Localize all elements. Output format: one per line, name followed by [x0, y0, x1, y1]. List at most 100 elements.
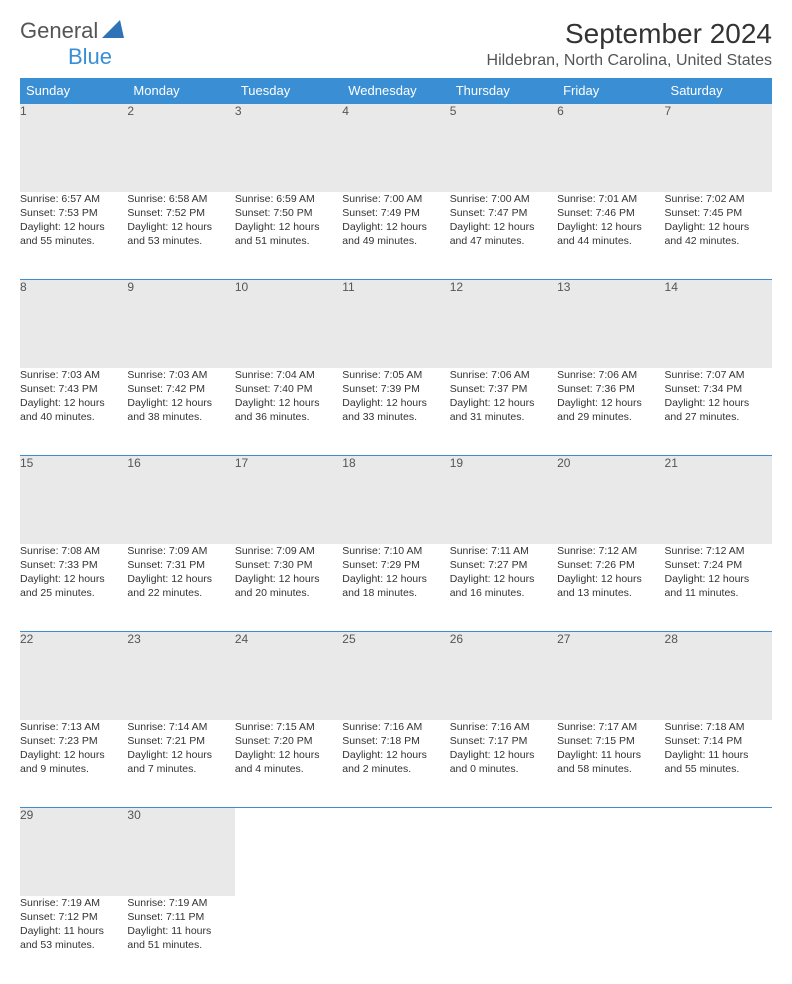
content-row: Sunrise: 7:13 AMSunset: 7:23 PMDaylight:… — [20, 720, 772, 808]
sunrise-text: Sunrise: 7:12 AM — [557, 544, 664, 558]
daylight-text-1: Daylight: 11 hours — [127, 924, 234, 938]
day-number-cell: 13 — [557, 280, 664, 368]
day-number-cell: 11 — [342, 280, 449, 368]
day-content-cell: Sunrise: 7:06 AMSunset: 7:36 PMDaylight:… — [557, 368, 664, 456]
day-content-cell: Sunrise: 7:10 AMSunset: 7:29 PMDaylight:… — [342, 544, 449, 632]
weekday-header: Tuesday — [235, 78, 342, 104]
daylight-text-2: and 40 minutes. — [20, 410, 127, 424]
daylight-text-2: and 31 minutes. — [450, 410, 557, 424]
sunset-text: Sunset: 7:29 PM — [342, 558, 449, 572]
daylight-text-2: and 58 minutes. — [557, 762, 664, 776]
sunrise-text: Sunrise: 6:58 AM — [127, 192, 234, 206]
day-content-cell: Sunrise: 7:08 AMSunset: 7:33 PMDaylight:… — [20, 544, 127, 632]
daylight-text-2: and 55 minutes. — [20, 234, 127, 248]
day-content-cell: Sunrise: 6:57 AMSunset: 7:53 PMDaylight:… — [20, 192, 127, 280]
sunset-text: Sunset: 7:14 PM — [665, 734, 772, 748]
daylight-text-2: and 20 minutes. — [235, 586, 342, 600]
day-content-cell: Sunrise: 7:14 AMSunset: 7:21 PMDaylight:… — [127, 720, 234, 808]
daylight-text-2: and 9 minutes. — [20, 762, 127, 776]
daylight-text-2: and 55 minutes. — [665, 762, 772, 776]
daynum-row: 891011121314 — [20, 280, 772, 368]
day-number-cell: 28 — [665, 632, 772, 720]
day-number-cell: 19 — [450, 456, 557, 544]
daylight-text-1: Daylight: 12 hours — [450, 396, 557, 410]
day-content-cell: Sunrise: 7:16 AMSunset: 7:18 PMDaylight:… — [342, 720, 449, 808]
sunrise-text: Sunrise: 7:19 AM — [20, 896, 127, 910]
daylight-text-1: Daylight: 11 hours — [557, 748, 664, 762]
daylight-text-2: and 11 minutes. — [665, 586, 772, 600]
daylight-text-2: and 51 minutes. — [235, 234, 342, 248]
sunrise-text: Sunrise: 6:57 AM — [20, 192, 127, 206]
daylight-text-1: Daylight: 12 hours — [342, 396, 449, 410]
day-content-cell: Sunrise: 7:00 AMSunset: 7:49 PMDaylight:… — [342, 192, 449, 280]
day-number-cell: 14 — [665, 280, 772, 368]
sunset-text: Sunset: 7:11 PM — [127, 910, 234, 924]
sunrise-text: Sunrise: 7:06 AM — [450, 368, 557, 382]
day-number-cell: 22 — [20, 632, 127, 720]
day-number-cell: 15 — [20, 456, 127, 544]
day-content-cell: Sunrise: 7:07 AMSunset: 7:34 PMDaylight:… — [665, 368, 772, 456]
daynum-row: 22232425262728 — [20, 632, 772, 720]
sunset-text: Sunset: 7:45 PM — [665, 206, 772, 220]
content-row: Sunrise: 7:19 AMSunset: 7:12 PMDaylight:… — [20, 896, 772, 984]
day-content-cell: Sunrise: 7:19 AMSunset: 7:11 PMDaylight:… — [127, 896, 234, 984]
daylight-text-2: and 49 minutes. — [342, 234, 449, 248]
daylight-text-1: Daylight: 12 hours — [235, 396, 342, 410]
calendar-table: Sunday Monday Tuesday Wednesday Thursday… — [20, 78, 772, 984]
day-content-cell: Sunrise: 7:17 AMSunset: 7:15 PMDaylight:… — [557, 720, 664, 808]
day-number-cell: 24 — [235, 632, 342, 720]
daylight-text-2: and 7 minutes. — [127, 762, 234, 776]
day-number-cell: 2 — [127, 104, 234, 192]
daylight-text-2: and 38 minutes. — [127, 410, 234, 424]
sunset-text: Sunset: 7:46 PM — [557, 206, 664, 220]
sunset-text: Sunset: 7:49 PM — [342, 206, 449, 220]
day-number-cell: 9 — [127, 280, 234, 368]
content-row: Sunrise: 7:03 AMSunset: 7:43 PMDaylight:… — [20, 368, 772, 456]
day-content-cell — [342, 896, 449, 984]
daylight-text-1: Daylight: 12 hours — [342, 220, 449, 234]
daylight-text-1: Daylight: 12 hours — [342, 748, 449, 762]
sunset-text: Sunset: 7:34 PM — [665, 382, 772, 396]
day-number-cell — [450, 808, 557, 896]
weekday-header: Sunday — [20, 78, 127, 104]
day-number-cell: 30 — [127, 808, 234, 896]
sunrise-text: Sunrise: 7:03 AM — [20, 368, 127, 382]
daylight-text-1: Daylight: 12 hours — [235, 572, 342, 586]
day-number-cell: 7 — [665, 104, 772, 192]
sunrise-text: Sunrise: 7:18 AM — [665, 720, 772, 734]
daylight-text-1: Daylight: 12 hours — [235, 748, 342, 762]
daylight-text-2: and 36 minutes. — [235, 410, 342, 424]
day-content-cell: Sunrise: 6:58 AMSunset: 7:52 PMDaylight:… — [127, 192, 234, 280]
sunset-text: Sunset: 7:37 PM — [450, 382, 557, 396]
sunrise-text: Sunrise: 6:59 AM — [235, 192, 342, 206]
day-number-cell — [557, 808, 664, 896]
sunrise-text: Sunrise: 7:10 AM — [342, 544, 449, 558]
day-number-cell: 6 — [557, 104, 664, 192]
day-content-cell — [665, 896, 772, 984]
daylight-text-1: Daylight: 11 hours — [665, 748, 772, 762]
daylight-text-1: Daylight: 12 hours — [557, 572, 664, 586]
sunrise-text: Sunrise: 7:05 AM — [342, 368, 449, 382]
sunset-text: Sunset: 7:20 PM — [235, 734, 342, 748]
daynum-row: 1234567 — [20, 104, 772, 192]
sunset-text: Sunset: 7:47 PM — [450, 206, 557, 220]
daylight-text-2: and 42 minutes. — [665, 234, 772, 248]
sunrise-text: Sunrise: 7:00 AM — [450, 192, 557, 206]
day-number-cell: 23 — [127, 632, 234, 720]
sunset-text: Sunset: 7:31 PM — [127, 558, 234, 572]
daylight-text-1: Daylight: 12 hours — [20, 220, 127, 234]
sunrise-text: Sunrise: 7:09 AM — [127, 544, 234, 558]
weekday-header: Friday — [557, 78, 664, 104]
daynum-row: 15161718192021 — [20, 456, 772, 544]
daylight-text-1: Daylight: 12 hours — [20, 396, 127, 410]
page-header: General Blue September 2024 Hildebran, N… — [20, 18, 772, 70]
day-content-cell: Sunrise: 7:16 AMSunset: 7:17 PMDaylight:… — [450, 720, 557, 808]
daylight-text-2: and 13 minutes. — [557, 586, 664, 600]
day-content-cell: Sunrise: 7:09 AMSunset: 7:30 PMDaylight:… — [235, 544, 342, 632]
day-content-cell — [450, 896, 557, 984]
day-number-cell: 25 — [342, 632, 449, 720]
day-number-cell: 26 — [450, 632, 557, 720]
sunrise-text: Sunrise: 7:11 AM — [450, 544, 557, 558]
sunrise-text: Sunrise: 7:13 AM — [20, 720, 127, 734]
daylight-text-1: Daylight: 12 hours — [450, 220, 557, 234]
